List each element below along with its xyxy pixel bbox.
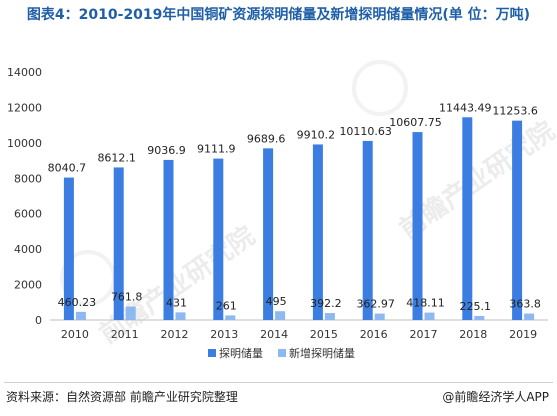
legend-swatch: [208, 349, 216, 357]
y-tick-label: 10000: [7, 137, 42, 150]
bar-2017: [412, 132, 423, 320]
bar-new-2019: [524, 313, 535, 320]
source-note: 资料来源：自然资源部 前瞻产业研究院整理: [6, 390, 238, 404]
x-tick-label: 2018: [459, 328, 487, 341]
bar-new-2012: [175, 312, 186, 320]
bar-new-2013: [225, 315, 236, 320]
bar-new-2014: [275, 311, 286, 320]
brand-label: @前瞻经济学人APP: [442, 390, 549, 404]
y-tick-label: 2000: [14, 279, 42, 292]
legend-label: 探明储量: [219, 346, 263, 360]
y-tick-label: 14000: [7, 66, 42, 79]
x-tick-label: 2013: [210, 328, 238, 341]
y-tick-label: 8000: [14, 172, 42, 185]
bar-new-2011: [125, 306, 136, 320]
data-label: 9689.6: [247, 132, 286, 145]
data-label: 9036.9: [147, 144, 186, 157]
bar-2015: [312, 144, 323, 320]
data-label: 10607.75: [389, 116, 442, 129]
data-label: 225.1: [460, 300, 492, 313]
data-label: 261: [216, 299, 237, 312]
bar-2011: [113, 167, 124, 320]
data-label: 8040.7: [48, 162, 87, 175]
x-tick-label: 2010: [61, 328, 89, 341]
data-label: 460.23: [58, 296, 97, 309]
bar-2013: [213, 158, 224, 320]
bar-2012: [163, 159, 174, 320]
y-tick-label: 0: [35, 314, 42, 327]
data-label: 418.11: [406, 297, 445, 310]
x-tick-label: 2014: [260, 328, 288, 341]
x-tick-label: 2011: [111, 328, 139, 341]
chart-title: 图表4：2010-2019年中国铜矿资源探明储量及新增探明储量情况(单 位：万吨…: [26, 7, 531, 23]
data-label: 363.8: [509, 298, 541, 311]
data-label: 9910.2: [297, 128, 336, 141]
x-tick-label: 2017: [410, 328, 438, 341]
footer-divider: [4, 382, 553, 383]
bar-new-2010: [75, 311, 86, 320]
data-label: 362.97: [356, 298, 395, 311]
x-tick-label: 2016: [360, 328, 388, 341]
legend-label: 新增探明储量: [289, 346, 355, 360]
bar-new-2016: [374, 313, 385, 320]
x-tick-label: 2019: [509, 328, 537, 341]
bar-2018: [462, 117, 473, 321]
bar-chart: 0 2000 4000 6000 8000 10000 12000 14000 2010 8040…: [7, 66, 548, 360]
bar-2019: [512, 120, 523, 320]
bar-2016: [362, 140, 373, 320]
data-label: 392.2: [310, 297, 342, 310]
data-label: 761.8: [111, 291, 143, 304]
data-label: 11443.49: [439, 101, 492, 114]
legend-swatch: [278, 349, 286, 357]
y-tick-label: 4000: [14, 243, 42, 256]
x-tick-label: 2015: [310, 328, 338, 341]
data-label: 11253.6: [492, 105, 538, 118]
x-tick-label: 2012: [161, 328, 189, 341]
y-tick-label: 6000: [14, 208, 42, 221]
data-label: 431: [166, 296, 187, 309]
bar-new-2018: [474, 316, 485, 320]
data-label: 10110.63: [339, 125, 392, 138]
bar-new-2017: [424, 312, 435, 320]
bar-2010: [63, 177, 74, 320]
data-label: 9111.9: [197, 143, 236, 156]
watermark-logo: [352, 60, 408, 116]
y-tick-label: 12000: [7, 101, 42, 114]
bar-new-2015: [324, 313, 335, 320]
data-label: 8612.1: [97, 151, 136, 164]
bar-2014: [263, 148, 274, 320]
data-label: 495: [266, 295, 287, 308]
